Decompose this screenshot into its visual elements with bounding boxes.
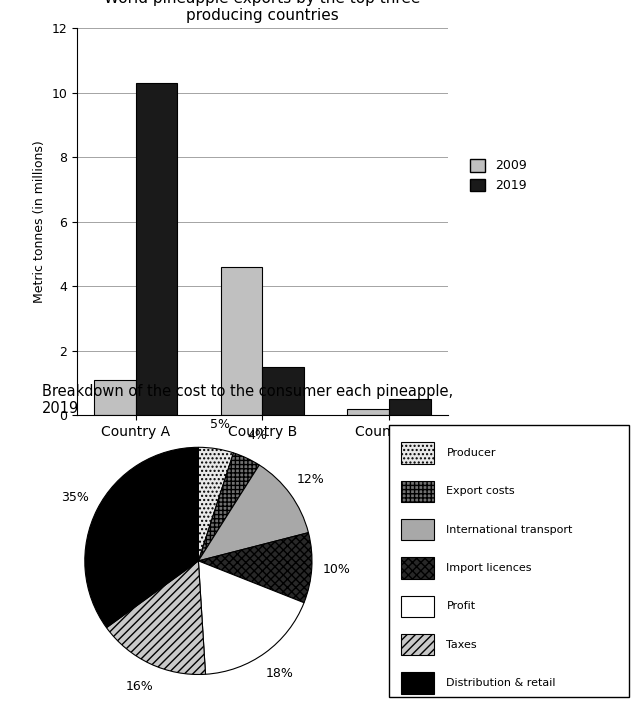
Legend: 2009, 2019: 2009, 2019: [465, 153, 532, 197]
FancyBboxPatch shape: [401, 634, 434, 655]
Text: 12%: 12%: [297, 473, 324, 486]
Text: 35%: 35%: [61, 491, 89, 505]
Text: 18%: 18%: [266, 667, 294, 679]
Text: 16%: 16%: [125, 679, 153, 693]
Text: Profit: Profit: [447, 601, 476, 611]
Text: Taxes: Taxes: [447, 640, 477, 650]
Wedge shape: [198, 453, 259, 561]
Wedge shape: [198, 532, 312, 603]
Y-axis label: Metric tonnes (in millions): Metric tonnes (in millions): [33, 141, 45, 303]
Bar: [348, 409, 389, 415]
Bar: [262, 367, 304, 415]
Wedge shape: [198, 447, 234, 561]
Wedge shape: [85, 447, 198, 628]
Text: 5%: 5%: [210, 417, 230, 430]
Text: Import licences: Import licences: [447, 563, 532, 573]
Title: World pineapple exports by the top three
producing countries: World pineapple exports by the top three…: [104, 0, 420, 23]
FancyBboxPatch shape: [401, 481, 434, 502]
FancyBboxPatch shape: [389, 425, 628, 697]
Bar: [221, 267, 262, 415]
FancyBboxPatch shape: [401, 672, 434, 694]
Text: Breakdown of the cost to the consumer each pineapple,
2019: Breakdown of the cost to the consumer ea…: [42, 384, 453, 416]
FancyBboxPatch shape: [401, 557, 434, 579]
Text: Producer: Producer: [447, 448, 496, 458]
FancyBboxPatch shape: [401, 596, 434, 617]
Text: 10%: 10%: [323, 563, 351, 576]
Wedge shape: [198, 561, 304, 674]
Bar: [93, 380, 136, 415]
FancyBboxPatch shape: [401, 519, 434, 540]
Text: Distribution & retail: Distribution & retail: [447, 678, 556, 688]
FancyBboxPatch shape: [401, 442, 434, 464]
Text: 4%: 4%: [248, 429, 268, 442]
Wedge shape: [198, 465, 308, 561]
Bar: [389, 399, 431, 415]
Wedge shape: [106, 561, 205, 674]
Text: International transport: International transport: [447, 525, 573, 535]
Bar: [136, 83, 177, 415]
Text: Export costs: Export costs: [447, 486, 515, 496]
